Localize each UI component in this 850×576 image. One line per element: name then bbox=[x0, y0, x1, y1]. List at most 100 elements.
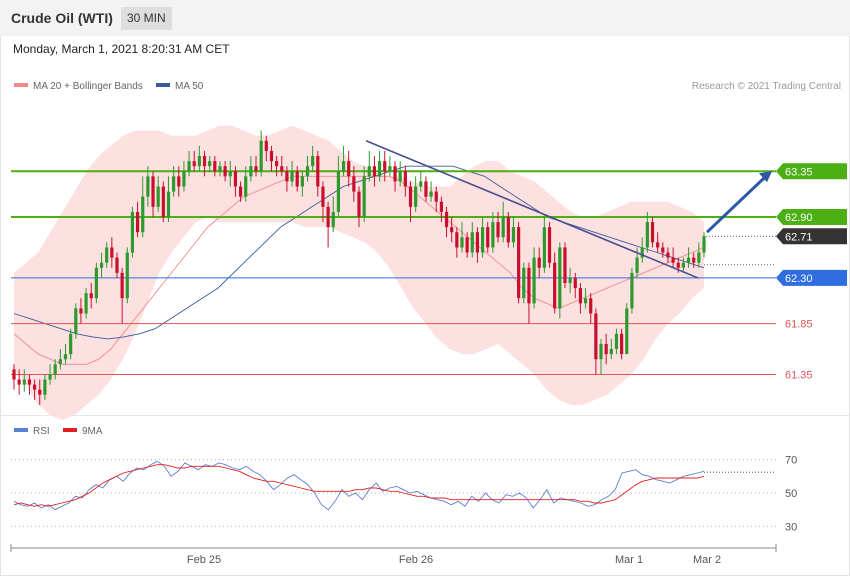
candle-body bbox=[506, 216, 510, 243]
candle-body bbox=[202, 156, 207, 167]
candle bbox=[532, 247, 536, 309]
candle bbox=[197, 145, 201, 172]
candle-body bbox=[295, 171, 299, 187]
candle bbox=[22, 369, 26, 392]
candle-body bbox=[640, 247, 644, 258]
candle bbox=[12, 364, 16, 390]
candle bbox=[517, 222, 521, 304]
candle bbox=[300, 171, 304, 197]
projection-arrow-line bbox=[705, 175, 768, 234]
candle bbox=[614, 328, 619, 355]
candle-body bbox=[583, 298, 588, 304]
candle-body bbox=[22, 379, 26, 385]
candle-body bbox=[352, 176, 356, 192]
candle bbox=[434, 186, 438, 212]
candle bbox=[604, 333, 608, 365]
candle-body bbox=[372, 166, 377, 177]
candle bbox=[43, 374, 47, 400]
candle bbox=[347, 150, 351, 187]
trendline bbox=[365, 140, 699, 279]
candle-body bbox=[367, 166, 371, 177]
candle bbox=[161, 181, 165, 223]
legend-rsi: RSI bbox=[14, 426, 50, 437]
candle-body bbox=[177, 176, 181, 187]
bollinger-band bbox=[14, 125, 704, 421]
candle-body bbox=[141, 196, 145, 233]
candle-body bbox=[321, 186, 325, 207]
candle-body bbox=[275, 161, 279, 167]
candle-body bbox=[511, 227, 516, 243]
candle-body bbox=[89, 293, 93, 299]
candle-body bbox=[676, 262, 680, 268]
candle-body bbox=[475, 232, 480, 253]
candle bbox=[583, 288, 588, 309]
candle-body bbox=[43, 379, 47, 395]
candle-body bbox=[527, 267, 531, 304]
timeframe-button[interactable]: 30 MIN bbox=[121, 7, 172, 30]
candle bbox=[506, 211, 510, 248]
candle-body bbox=[697, 252, 701, 263]
candle bbox=[63, 343, 68, 365]
candle-body bbox=[27, 379, 32, 385]
candle bbox=[522, 262, 526, 304]
candle-body bbox=[517, 227, 521, 299]
candle-body bbox=[408, 186, 413, 207]
candle-body bbox=[197, 156, 201, 167]
candle-body bbox=[305, 166, 310, 177]
candle-body bbox=[377, 161, 382, 177]
candle bbox=[94, 262, 98, 304]
legend-label-ma50: MA 50 bbox=[175, 81, 204, 92]
legend-label-ma20: MA 20 + Bollinger Bands bbox=[33, 81, 143, 92]
candle bbox=[130, 206, 135, 258]
candle-body bbox=[460, 237, 464, 248]
candle bbox=[105, 242, 109, 268]
candle bbox=[419, 171, 423, 192]
candle bbox=[58, 349, 62, 370]
candle-body bbox=[58, 359, 62, 365]
candle bbox=[671, 247, 675, 268]
candle-body bbox=[156, 186, 160, 207]
candle bbox=[305, 156, 310, 182]
x-tick-label: Feb 25 bbox=[187, 554, 221, 566]
rsi-tick-70: 70 bbox=[785, 455, 797, 467]
candle-body bbox=[223, 166, 227, 177]
candle-body bbox=[208, 161, 212, 167]
candle-body bbox=[635, 257, 639, 273]
candle-body bbox=[151, 176, 155, 207]
candle-body bbox=[135, 211, 140, 233]
candle bbox=[686, 247, 691, 268]
candle-body bbox=[79, 308, 83, 314]
candle bbox=[429, 181, 433, 202]
candle bbox=[259, 130, 263, 177]
candle bbox=[589, 293, 593, 324]
candle bbox=[475, 227, 480, 263]
candle bbox=[79, 298, 83, 324]
candle-body bbox=[609, 349, 613, 355]
candle-body bbox=[53, 364, 57, 375]
level-label-62.90: 62.90 bbox=[785, 212, 813, 224]
candle bbox=[187, 150, 191, 177]
legend-ma50: MA 50 bbox=[156, 81, 203, 92]
candle bbox=[398, 161, 402, 187]
candle-body bbox=[166, 191, 171, 217]
candle bbox=[645, 211, 649, 253]
candle-body bbox=[486, 227, 490, 248]
candle bbox=[238, 181, 243, 202]
candle-body bbox=[501, 216, 505, 238]
candle bbox=[115, 252, 119, 278]
candle-body bbox=[393, 166, 397, 182]
chart-header: Crude Oil (WTI) 30 MIN bbox=[0, 0, 850, 36]
candle bbox=[48, 364, 52, 385]
candle bbox=[53, 359, 57, 380]
candle-body bbox=[115, 257, 119, 273]
credit-text: Research © 2021 Trading Central bbox=[691, 81, 841, 92]
candle-body bbox=[146, 176, 150, 197]
candle-body bbox=[264, 140, 268, 151]
legend-9ma: 9MA bbox=[63, 426, 103, 437]
candle bbox=[89, 283, 93, 309]
candle-body bbox=[254, 166, 258, 172]
candle bbox=[486, 222, 490, 253]
level-label-62.71: 62.71 bbox=[785, 231, 813, 243]
candle bbox=[661, 242, 665, 258]
candle bbox=[146, 166, 150, 207]
